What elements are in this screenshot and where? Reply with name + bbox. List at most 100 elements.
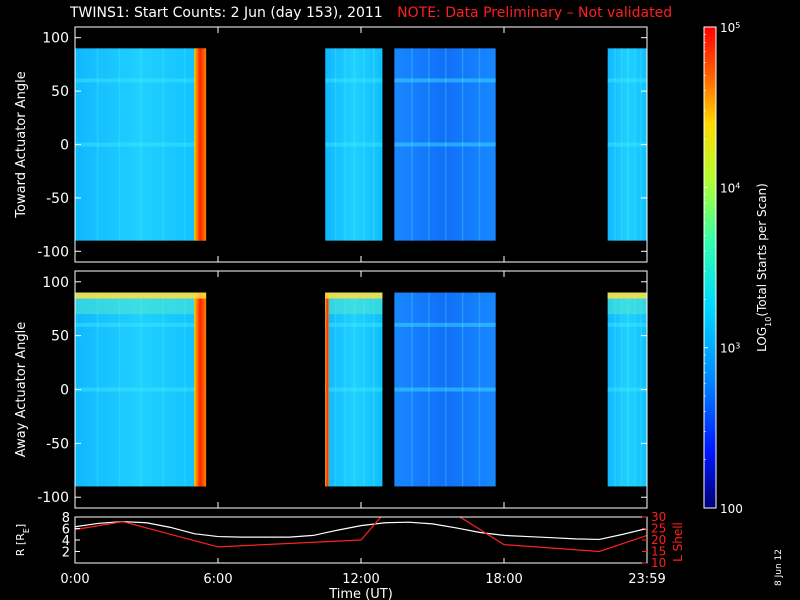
- toward-data-block-2: [394, 48, 496, 241]
- r-axis-tick-label: 4: [62, 534, 70, 549]
- away-streak: [372, 292, 375, 487]
- lshell-series-line: [75, 517, 647, 553]
- away-data-block-3: [607, 292, 647, 487]
- away-streak: [614, 292, 616, 487]
- away-y-tick-label: -50: [46, 436, 69, 452]
- toward-streak: [363, 48, 365, 241]
- away-panel: 100 50 0 -50 -100 Away Actuator Angle: [14, 270, 648, 509]
- toward-angle-stripe: [607, 78, 647, 83]
- away-streak: [363, 292, 365, 487]
- toward-streak: [428, 48, 430, 241]
- colorbar-tick-label: 103: [720, 341, 740, 356]
- toward-angle-stripe: [394, 142, 496, 147]
- away-streak: [428, 292, 430, 487]
- colorbar: 105 104 103 100 LOG10(Total Starts per Scan): [703, 21, 773, 516]
- time-x-tick-label: 6:00: [203, 572, 232, 587]
- toward-streak: [627, 48, 629, 241]
- away-y-tick-label: 0: [60, 383, 69, 399]
- away-hot-column-1: [325, 292, 329, 487]
- r-axis-tick-label: 2: [62, 546, 70, 561]
- toward-y-tick-label: 100: [42, 31, 69, 47]
- toward-streak: [353, 48, 356, 241]
- toward-streak: [614, 48, 616, 241]
- toward-angle-stripe: [607, 142, 647, 147]
- away-streak: [96, 292, 99, 487]
- away-top-edge-0: [75, 292, 207, 299]
- away-data-block-2: [394, 292, 496, 487]
- away-angle-stripe: [607, 387, 647, 392]
- toward-streak: [334, 48, 337, 241]
- lshell-axis-tick-label: 20: [651, 533, 666, 547]
- away-streak: [118, 292, 121, 487]
- time-x-tick-label: 0:00: [60, 572, 89, 587]
- away-streak: [353, 292, 356, 487]
- away-angle-stripe: [607, 322, 647, 327]
- toward-streak: [478, 48, 481, 241]
- lshell-axis-label: L Shell: [671, 522, 685, 562]
- toward-streak: [633, 48, 636, 241]
- away-angle-stripe: [394, 387, 496, 392]
- toward-panel: 100 50 0 -50 -100 Toward Actuator Angle: [14, 26, 648, 263]
- toward-angle-stripe: [325, 78, 383, 83]
- colorbar-gradient: [703, 26, 717, 509]
- toward-streak: [118, 48, 121, 241]
- toward-streak: [411, 48, 413, 241]
- toward-y-tick-label: 0: [60, 138, 69, 154]
- toward-streak: [344, 48, 346, 241]
- r-axis-label: R [RE]: [14, 524, 31, 556]
- away-angle-stripe: [75, 322, 207, 327]
- away-y-tick-label: -100: [37, 490, 69, 506]
- away-streak: [627, 292, 629, 487]
- toward-y-axis-label: Toward Actuator Angle: [14, 71, 29, 218]
- lshell-axis-tick-label: 30: [651, 510, 666, 524]
- toward-streak: [140, 48, 143, 241]
- colorbar-label: LOG10(Total Starts per Scan): [755, 183, 773, 352]
- away-streak: [184, 292, 186, 487]
- preliminary-note: NOTE: Data Preliminary – Not validated: [397, 5, 673, 21]
- toward-y-tick-label: 50: [51, 84, 69, 100]
- away-streak: [478, 292, 481, 487]
- toward-angle-stripe: [325, 142, 383, 147]
- time-x-tick-label: 23:59: [628, 572, 665, 587]
- time-x-axis-label: Time (UT): [328, 587, 393, 600]
- lshell-axis-tick-label: 25: [651, 522, 666, 536]
- toward-angle-stripe: [75, 142, 207, 147]
- toward-data-block-3: [607, 48, 647, 241]
- away-y-tick-label: 100: [42, 275, 69, 291]
- away-streak: [461, 292, 464, 487]
- colorbar-tick-label: 100: [720, 502, 743, 516]
- away-angle-stripe: [394, 322, 496, 327]
- away-streak: [344, 292, 346, 487]
- lshell-axis-tick-label: 15: [651, 545, 666, 559]
- away-y-tick-label: 50: [51, 329, 69, 345]
- toward-hot-column-0: [194, 48, 207, 241]
- away-top-edge-3: [607, 292, 647, 299]
- r-axis-tick-label: 6: [62, 523, 70, 538]
- away-streak: [140, 292, 143, 487]
- away-angle-stripe: [325, 322, 383, 327]
- toward-streak: [372, 48, 375, 241]
- figure-title: TWINS1: Start Counts: 2 Jun (day 153), 2…: [70, 5, 383, 21]
- away-streak: [620, 292, 623, 487]
- r-series-line: [75, 520, 647, 541]
- toward-streak: [620, 48, 623, 241]
- toward-streak: [184, 48, 186, 241]
- toward-data-block-0: [75, 48, 207, 241]
- away-streak: [162, 292, 164, 487]
- toward-data-block-1: [325, 48, 383, 241]
- away-angle-stripe: [325, 387, 383, 392]
- toward-angle-stripe: [394, 78, 496, 83]
- toward-streak: [96, 48, 99, 241]
- lshell-axis-tick-label: 10: [651, 556, 666, 570]
- away-streak: [411, 292, 413, 487]
- colorbar-tick-label: 105: [720, 21, 740, 36]
- away-data-block-0: [75, 292, 207, 487]
- generation-date-stamp: 8 Jun 12: [774, 549, 784, 586]
- colorbar-tick-label: 104: [720, 181, 740, 196]
- toward-y-tick-label: -50: [46, 191, 69, 207]
- away-streak: [334, 292, 337, 487]
- away-y-axis-label: Away Actuator Angle: [14, 322, 29, 457]
- toward-streak: [461, 48, 464, 241]
